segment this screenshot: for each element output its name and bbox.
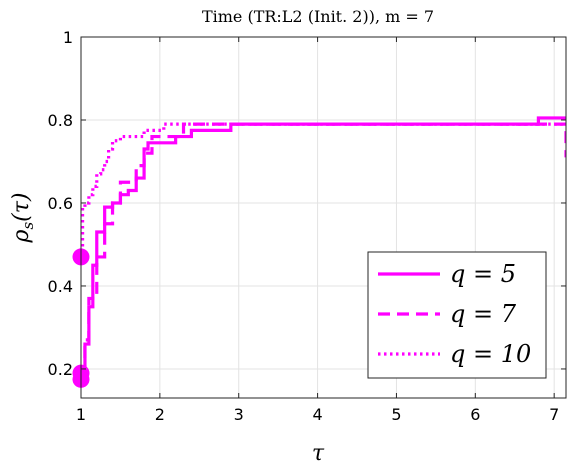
series-line-3 (81, 122, 566, 259)
series-layer (72, 116, 566, 388)
x-tick-label: 5 (391, 405, 401, 424)
y-tick-label: 1 (63, 28, 73, 47)
x-tick-label: 7 (549, 405, 559, 424)
x-tick-label: 6 (470, 405, 480, 424)
y-tick-label: 0.6 (48, 194, 73, 213)
legend: q = 5 q = 7 q = 10 (367, 251, 547, 379)
legend-label-2: q = 7 (450, 300, 517, 328)
series-line-2 (81, 122, 566, 375)
chart-title: Time (TR:L2 (Init. 2)), m = 7 (202, 7, 434, 26)
y-tick-label: 0.4 (48, 277, 73, 296)
y-axis-label: ρs(τ) (9, 193, 37, 244)
axes-box (80, 36, 567, 399)
legend-label-3: q = 10 (450, 340, 531, 368)
legend-label-1: q = 5 (450, 260, 516, 288)
x-tick-label: 3 (234, 405, 244, 424)
x-tick-label: 2 (155, 405, 165, 424)
x-axis-label: τ (312, 441, 325, 466)
y-tick-label: 0.2 (48, 360, 73, 379)
x-tick-label: 1 (76, 405, 86, 424)
y-tick-label: 0.8 (48, 111, 73, 130)
ticks: 1 2 3 4 5 6 7 0.2 0.4 0.6 0.8 1 (48, 28, 566, 424)
x-tick-label: 4 (312, 405, 322, 424)
